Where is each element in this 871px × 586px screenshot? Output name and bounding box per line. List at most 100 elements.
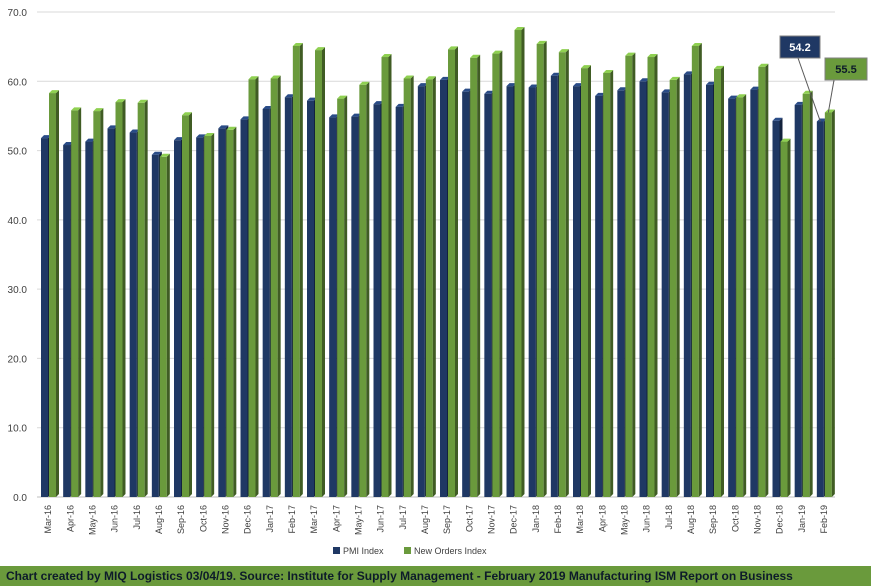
- bar-top: [226, 126, 237, 130]
- bar-top: [373, 101, 384, 105]
- bar-side: [565, 49, 569, 497]
- bar-top: [284, 94, 295, 98]
- bar-face: [292, 45, 300, 497]
- bar: [448, 46, 458, 498]
- bar-top: [736, 94, 747, 98]
- bar-side: [122, 99, 126, 498]
- bar-top: [71, 107, 82, 111]
- bar-face: [395, 106, 403, 498]
- bar-side: [166, 153, 170, 498]
- callout-label: 55.5: [835, 64, 856, 76]
- bar-top: [603, 69, 614, 73]
- bar-face: [270, 78, 278, 497]
- bar-face: [617, 90, 625, 498]
- x-tick-label: Feb-18: [553, 505, 563, 534]
- bar-face: [196, 137, 204, 497]
- bar-face: [647, 57, 655, 498]
- bar-side: [366, 81, 370, 497]
- bar-top: [107, 125, 118, 129]
- bar-face: [506, 86, 514, 497]
- bar-top: [240, 116, 251, 120]
- bar-side: [588, 65, 591, 497]
- x-tick-label: Jul-17: [398, 505, 408, 530]
- bar-face: [49, 93, 56, 498]
- x-tick-label: Aug-17: [420, 505, 430, 534]
- bar: [359, 81, 370, 497]
- bar-face: [359, 84, 367, 497]
- bar: [625, 52, 636, 498]
- bar-face: [706, 84, 713, 497]
- bar-top: [63, 142, 74, 146]
- bar: [292, 42, 303, 497]
- bar-top: [417, 83, 428, 87]
- bar-face: [159, 156, 167, 498]
- bar-chart: 0.0 10.0 20.0 30.0 40.0 50.0 60.0 70.0 Mar-16 Apr…: [8, 8, 868, 556]
- bar-top: [270, 75, 281, 79]
- bar-side: [721, 65, 724, 498]
- legend-swatch: [333, 547, 340, 554]
- bar-top: [750, 86, 761, 90]
- bar-face: [691, 45, 699, 497]
- bar-side: [698, 42, 702, 497]
- bar: [691, 42, 702, 497]
- bar-face: [528, 87, 536, 498]
- x-tick-label: Sep-17: [442, 505, 452, 534]
- bar: [470, 54, 481, 497]
- y-tick-label: 70.0: [8, 8, 28, 19]
- bar-top: [359, 81, 370, 85]
- bar-side: [388, 54, 392, 498]
- x-tick-label: Jul-16: [132, 505, 142, 530]
- bar-top: [492, 50, 503, 54]
- bar-face: [107, 128, 115, 497]
- bar-top: [484, 90, 495, 94]
- bar-face: [337, 98, 345, 497]
- bar: [204, 133, 215, 497]
- bar-face: [736, 97, 744, 497]
- bar-top: [174, 137, 184, 141]
- bar-face: [758, 66, 766, 497]
- bar: [403, 75, 414, 497]
- bar: [714, 65, 724, 498]
- bar-top: [292, 42, 303, 46]
- x-tick-label: Jan-17: [265, 505, 275, 533]
- bar: [780, 138, 791, 498]
- bar-top: [550, 72, 561, 76]
- bar-face: [639, 81, 647, 498]
- bar-face: [728, 98, 736, 497]
- x-tick-label: Mar-18: [575, 505, 585, 534]
- x-tick-label: May-18: [619, 505, 629, 535]
- bar-side: [233, 126, 237, 498]
- x-tick-label: Apr-17: [331, 505, 341, 532]
- bar-face: [661, 92, 669, 497]
- callout-box: [779, 35, 821, 59]
- bar-top: [403, 75, 414, 79]
- bar: [647, 54, 658, 498]
- bar-top: [780, 138, 791, 142]
- bar-face: [262, 109, 270, 497]
- bar-side: [277, 75, 281, 497]
- bar-face: [329, 117, 337, 498]
- bar-face: [425, 79, 433, 497]
- x-tick-label: Oct-17: [464, 505, 474, 532]
- bar-face: [492, 53, 500, 497]
- bar-face: [824, 112, 832, 497]
- bar: [248, 76, 259, 497]
- bar-face: [381, 57, 389, 498]
- bar-side: [410, 75, 414, 497]
- bar-side: [787, 138, 791, 498]
- bar-face: [714, 68, 721, 498]
- bar-face: [403, 78, 411, 497]
- bar-face: [218, 128, 226, 497]
- bar-top: [772, 117, 783, 121]
- bar-top: [129, 129, 140, 133]
- bar: [115, 99, 126, 498]
- bar-face: [448, 49, 455, 498]
- bar: [71, 107, 82, 497]
- bar-side: [765, 63, 769, 497]
- bar-top: [558, 49, 569, 53]
- x-tick-label: Dec-17: [509, 505, 519, 534]
- bar-side: [255, 76, 259, 497]
- x-tick-label: Apr-16: [65, 505, 75, 532]
- bar-top: [758, 63, 769, 67]
- y-tick-label: 50.0: [8, 147, 28, 158]
